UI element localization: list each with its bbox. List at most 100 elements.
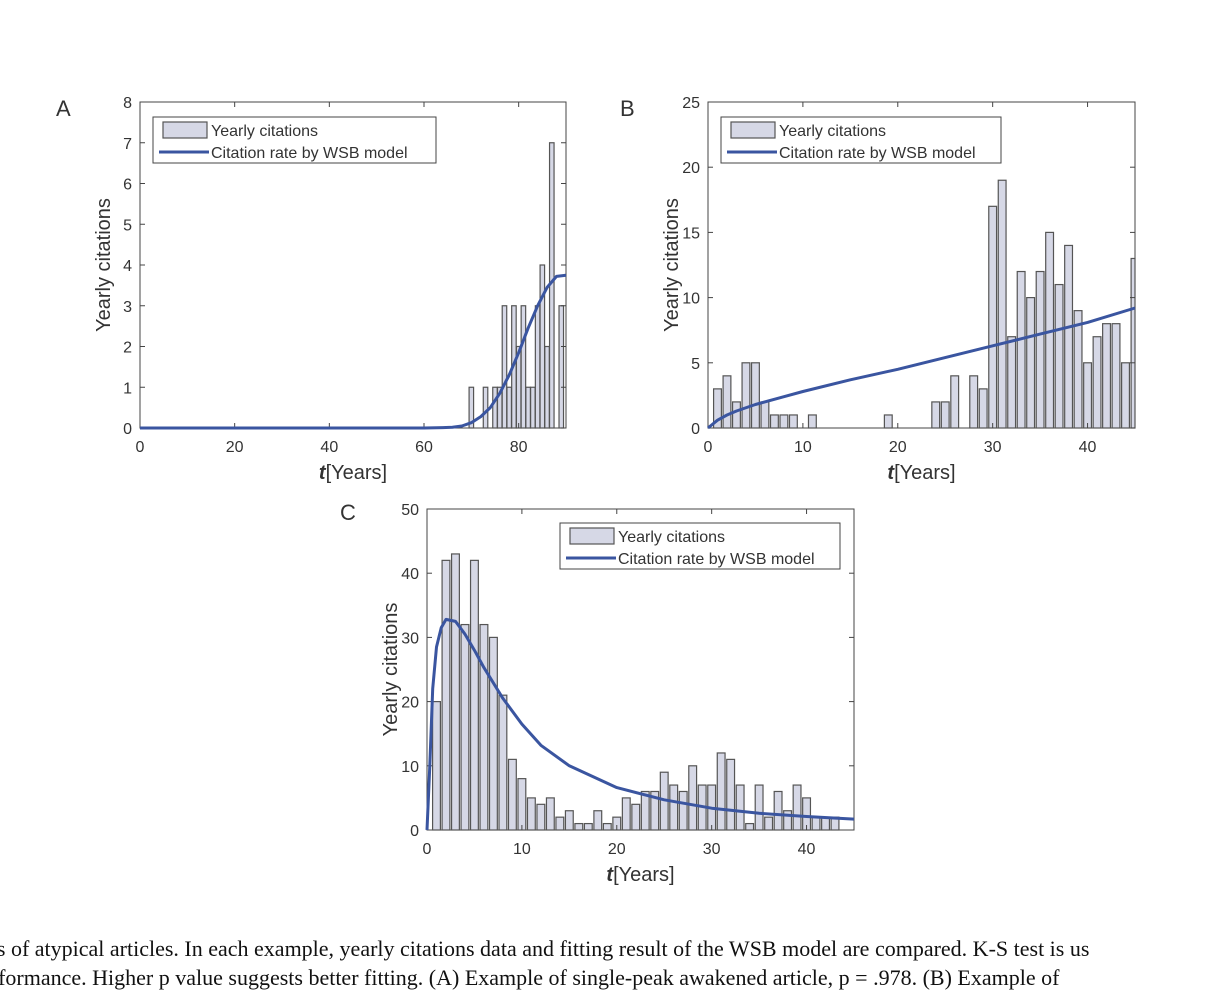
y-axis-label: Yearly citations: [661, 198, 683, 332]
x-tick-label: 60: [415, 439, 433, 456]
citation-bar: [731, 401, 741, 429]
x-axis-label: t[Years]: [606, 864, 674, 886]
citation-bar: [520, 305, 527, 429]
citation-bar: [811, 816, 821, 831]
citation-bar: [669, 784, 679, 831]
x-tick-label: 30: [703, 841, 721, 858]
wsb-model-curve: [707, 306, 1136, 430]
y-tick-label: 1: [123, 380, 132, 397]
citation-bar: [1111, 323, 1121, 429]
x-axis-label-unit: [Years]: [613, 864, 675, 886]
y-tick-label: 25: [682, 95, 700, 112]
citation-bar: [678, 790, 688, 831]
citation-bar: [764, 816, 774, 831]
legend-bar-swatch: [162, 121, 208, 139]
citation-bar: [773, 790, 783, 831]
legend-bar-label: Yearly citations: [779, 123, 886, 140]
citation-bar: [1073, 310, 1083, 429]
x-axis-label: t[Years]: [319, 462, 387, 484]
y-tick-label: 0: [691, 421, 700, 438]
y-tick-label: 4: [123, 258, 132, 275]
citation-bar: [1064, 244, 1074, 429]
x-tick-label: 10: [513, 841, 531, 858]
wsb-model-curve: [140, 273, 567, 430]
y-tick-label: 20: [401, 695, 419, 712]
citation-bar: [735, 784, 745, 831]
x-axis-label-unit: [Years]: [326, 462, 388, 484]
citation-bar: [807, 414, 817, 429]
panel-label: A: [56, 96, 71, 121]
citation-bar: [788, 414, 798, 429]
y-tick-label: 0: [410, 823, 419, 840]
citation-bar: [650, 790, 660, 831]
citation-bar: [940, 401, 950, 429]
wsb-model-curve: [425, 617, 855, 831]
y-tick-label: 30: [401, 630, 419, 647]
citation-bar: [564, 810, 574, 831]
citation-bar: [792, 784, 802, 831]
chart-panel-b: 0 10 20 30 40 0 5 10 15 20 25 t[Years] Yearly citati…: [620, 95, 1136, 484]
x-tick-label: 20: [608, 841, 626, 858]
citation-bar: [526, 797, 536, 831]
citation-bar: [631, 803, 641, 831]
figure-caption: ples of atypical articles. In each examp…: [0, 934, 1226, 992]
citation-bar: [555, 816, 565, 831]
citation-bar: [754, 784, 764, 831]
legend-bar-swatch: [730, 121, 776, 139]
y-tick-label: 2: [123, 340, 132, 357]
x-axis-label-variable: t: [887, 462, 895, 484]
y-tick-label: 5: [123, 217, 132, 234]
y-tick-label: 5: [691, 356, 700, 373]
citation-bar: [544, 345, 550, 429]
citation-bar: [450, 553, 460, 831]
citation-bar: [501, 305, 508, 429]
y-tick-label: 40: [401, 566, 419, 583]
citation-bar: [760, 401, 770, 429]
x-tick-label: 80: [510, 439, 528, 456]
legend-bar-swatch: [569, 527, 615, 545]
citation-bar: [997, 179, 1007, 429]
citation-bar: [640, 790, 650, 831]
y-tick-label: 6: [123, 177, 132, 194]
citation-bar: [539, 264, 546, 429]
x-tick-label: 20: [889, 439, 907, 456]
y-tick-label: 20: [682, 160, 700, 177]
y-tick-label: 8: [123, 95, 132, 112]
citation-bar: [969, 375, 979, 429]
citation-bar: [488, 636, 498, 831]
citation-bar: [1054, 283, 1064, 429]
x-tick-label: 20: [226, 439, 244, 456]
citation-bar: [534, 305, 541, 429]
citation-bar: [469, 559, 479, 831]
x-tick-label: 0: [423, 841, 432, 858]
citation-bar: [621, 797, 631, 831]
y-tick-label: 0: [123, 421, 132, 438]
caption-line-2: performance. Higher p value suggests bet…: [0, 965, 1060, 990]
citation-bar: [783, 810, 793, 831]
x-tick-label: 0: [704, 439, 713, 456]
citation-bar: [1092, 336, 1102, 429]
panel-label: C: [340, 500, 356, 525]
citation-bar: [441, 559, 451, 831]
citation-bar: [722, 375, 732, 429]
citation-bar: [779, 414, 789, 429]
citation-bar: [769, 414, 779, 429]
citation-bar: [498, 694, 508, 831]
citation-bar: [525, 386, 531, 429]
panel-label: B: [620, 96, 635, 121]
y-tick-label: 50: [401, 502, 419, 519]
citation-bar: [988, 205, 998, 429]
citation-bar: [1083, 362, 1093, 429]
citation-bar: [558, 305, 565, 429]
citation-bar: [1007, 336, 1017, 429]
citation-bar: [536, 803, 546, 831]
citation-bar: [978, 388, 988, 429]
citation-bar: [492, 386, 498, 429]
x-tick-label: 0: [136, 439, 145, 456]
y-tick-label: 7: [123, 136, 132, 153]
citation-bar: [726, 758, 736, 831]
citation-bar: [712, 388, 722, 429]
citation-bar: [1130, 257, 1136, 429]
y-tick-label: 15: [682, 225, 700, 242]
